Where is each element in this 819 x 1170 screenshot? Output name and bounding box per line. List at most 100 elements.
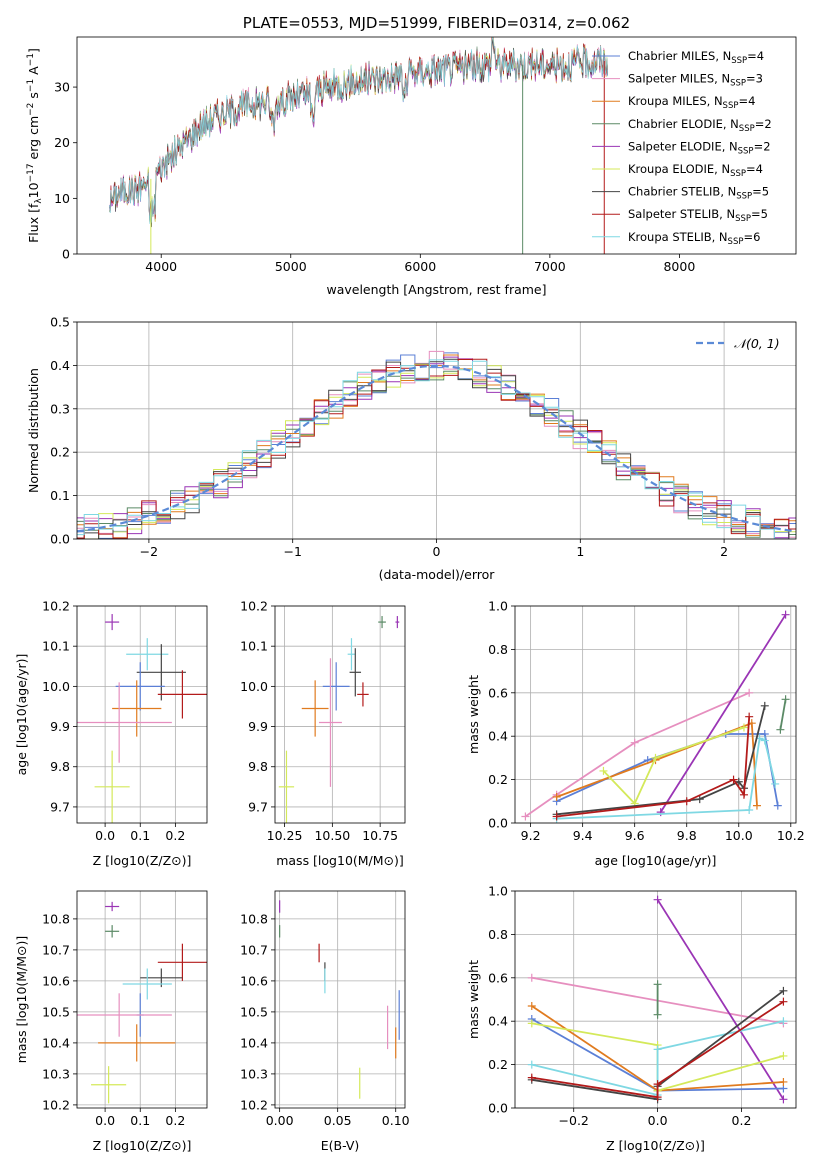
weight-marker [739,790,748,799]
weight-marker [745,688,754,697]
x-tick-label: 10.50 [314,828,350,843]
x-tick-label: 1 [576,544,584,559]
weight-series [659,614,787,813]
y-tick-label: 9.7 [50,799,70,814]
x-axis-label: wavelength [Angstrom, rest frame] [326,282,546,297]
chart-title: PLATE=0553, MJD=51999, FIBERID=0314, z=0… [243,14,630,32]
y-tick-label: 0.2 [50,445,70,460]
x-tick-label: 9.2 [521,828,541,843]
y-tick-label: 10.7 [240,942,268,957]
y-tick-label: 10.8 [42,911,70,926]
weight-lines [527,895,788,1104]
y-tick-label: 10.3 [240,1066,268,1081]
y-tick-label: 0.8 [488,927,508,942]
weight-marker [752,801,761,810]
y-tick-label: 0.8 [488,642,508,657]
legend-label: Chabrier MILES, NSSP=4 [628,49,764,66]
x-tick-label: 2 [720,544,728,559]
axes-frame [76,605,208,824]
errorbars [278,616,400,823]
x-tick-label: 9.6 [625,828,645,843]
x-tick-label: −1 [283,544,301,559]
weight-marker [776,725,785,734]
y-tick-label: 0.0 [488,816,508,831]
y-tick-label: 10.4 [240,1035,268,1050]
y-tick-label: 1.0 [488,599,508,614]
y-tick-label: 1.0 [488,884,508,899]
errorbars [279,900,400,1099]
axes-frame [76,890,208,1109]
x-axis-label: Z [log10(Z/Z⊙)] [606,1138,705,1153]
weight-marker [739,723,748,732]
y-tick-label: 0.4 [50,358,70,373]
weight-marker [745,712,754,721]
x-tick-label: 4000 [145,259,177,274]
y-tick-label: 10.1 [240,639,268,654]
y-tick-label: 0.2 [488,1057,508,1072]
normal-curve [77,364,796,533]
histogram-series [77,363,796,539]
histogram-series [77,358,796,539]
axes-frame [76,321,797,540]
y-axis-label: mass [log10(M/M⊙)] [14,936,29,1064]
legend-label: Kroupa STELIB, NSSP=6 [628,230,760,247]
weight-series [524,691,750,818]
weight-marker [630,738,639,747]
x-tick-label: 0.2 [165,1113,185,1128]
y-axis-label: Normed distribution [26,368,41,493]
x-tick-label: 7000 [534,259,566,274]
axes-frame [514,890,797,1109]
y-tick-label: 10.6 [42,973,70,988]
weight-marker [781,695,790,704]
x-tick-label: 0.1 [130,828,150,843]
y-tick-label: 9.7 [248,799,268,814]
x-tick-label: 0.2 [732,1113,752,1128]
y-tick-label: 10.5 [240,1004,268,1019]
y-tick-label: 20 [54,135,70,150]
weight-marker [552,792,561,801]
x-tick-label: 9.8 [677,828,697,843]
y-tick-label: 10 [54,191,70,206]
y-tick-label: 10.1 [42,639,70,654]
weight-marker [779,1017,788,1026]
weight-marker [527,1060,536,1069]
x-axis-label: Z [log10(Z/Z⊙)] [93,853,192,868]
weight-series [531,1000,784,1099]
panel-mass-vs-ebv: 0.00 0.05 0.10 10.2 10.3 10.4 10.5 10.6 10.7 10.8… [240,890,410,1153]
weight-series [531,1020,784,1097]
x-tick-label: 0.0 [648,1113,668,1128]
errorbars [77,614,207,823]
x-axis-label: age [log10(age/yr)] [595,853,717,868]
weight-series [556,705,766,816]
legend-label: Chabrier STELIB, NSSP=5 [628,185,769,202]
weight-series [779,699,787,730]
legend-label: 𝒩(0, 1) [734,336,780,351]
x-tick-label: 0.2 [165,828,185,843]
weight-marker [653,895,662,904]
weight-marker [771,779,780,788]
x-tick-label: 5000 [275,259,307,274]
y-tick-label: 9.9 [50,719,70,734]
x-tick-label: −0.2 [559,1113,589,1128]
weight-marker [695,795,704,804]
histograms [77,350,796,539]
y-tick-label: 10.2 [240,1097,268,1112]
weight-marker [653,980,662,989]
x-tick-label: 0.0 [95,828,115,843]
y-tick-label: 0.4 [488,1014,508,1029]
x-tick-label: 0.0 [95,1113,115,1128]
y-tick-label: 10.2 [42,1097,70,1112]
legend-label: Salpeter STELIB, NSSP=5 [628,207,768,224]
y-tick-label: 0.6 [488,685,508,700]
y-tick-label: 0 [62,247,70,262]
x-tick-label: 10.25 [267,828,303,843]
weight-marker [552,812,561,821]
weight-series [656,899,785,1100]
legend-label: Salpeter ELODIE, NSSP=2 [628,139,771,156]
panel-mass-vs-Z: 0.0 0.1 0.2 10.2 10.3 10.4 10.5 10.6 10.7 10.8 Z [… [14,890,208,1153]
weight-marker [653,1093,662,1102]
y-tick-label: 9.8 [248,759,268,774]
y-axis-label: mass weight [466,960,481,1039]
axes-frame [514,605,797,824]
y-tick-label: 10.0 [42,679,70,694]
